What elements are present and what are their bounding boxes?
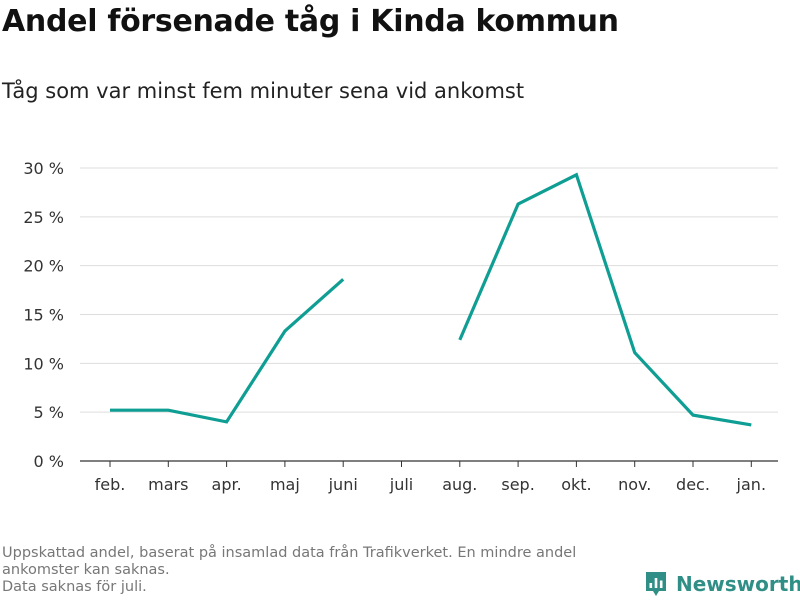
footnote-missing-data: Data saknas för juli. <box>2 579 147 595</box>
series-line-segment <box>458 172 752 427</box>
gridlines <box>80 167 778 413</box>
brand-logo: Newsworthy <box>644 570 800 598</box>
x-tick-label: okt. <box>561 475 591 494</box>
y-axis: 0 % 5 % 10 % 15 % 20 % 25 % 30 % <box>23 159 64 471</box>
y-tick-label: 25 % <box>23 208 64 227</box>
x-tick-label: dec. <box>676 475 710 494</box>
x-tick-label: mars <box>148 475 188 494</box>
chart-title: Andel försenade tåg i Kinda kommun <box>2 4 619 39</box>
x-tick-label: apr. <box>212 475 242 494</box>
y-tick-label: 30 % <box>23 159 64 178</box>
chart-footnote: Uppskattad andel, baserat på insamlad da… <box>2 545 622 596</box>
y-tick-label: 0 % <box>34 452 64 471</box>
newsworthy-logo-icon <box>646 572 666 596</box>
series-line-segment <box>110 278 345 424</box>
x-tick-label: juli <box>389 475 413 494</box>
x-tick-label: juni <box>328 475 358 494</box>
series-lines <box>110 172 752 427</box>
x-tick-label: jan. <box>736 475 766 494</box>
x-axis: feb. mars apr. maj juni juli aug. sep. okt. nov. d… <box>80 460 778 494</box>
chart-subtitle: Tåg som var minst fem minuter sena vid a… <box>2 79 525 103</box>
y-tick-label: 10 % <box>23 354 64 373</box>
y-tick-label: 5 % <box>34 403 64 422</box>
y-tick-label: 20 % <box>23 257 64 276</box>
y-tick-label: 15 % <box>23 306 64 325</box>
line-chart: 0 % 5 % 10 % 15 % 20 % 25 % 30 % feb. mars apr. m… <box>23 159 778 494</box>
x-tick-label: sep. <box>501 475 534 494</box>
x-tick-label: maj <box>270 475 300 494</box>
brand-name: Newsworthy <box>676 572 800 596</box>
x-tick-label: feb. <box>95 475 126 494</box>
footnote-source: Uppskattad andel, baserat på insamlad da… <box>2 545 577 578</box>
x-tick-label: aug. <box>442 475 477 494</box>
x-tick-label: nov. <box>618 475 651 494</box>
